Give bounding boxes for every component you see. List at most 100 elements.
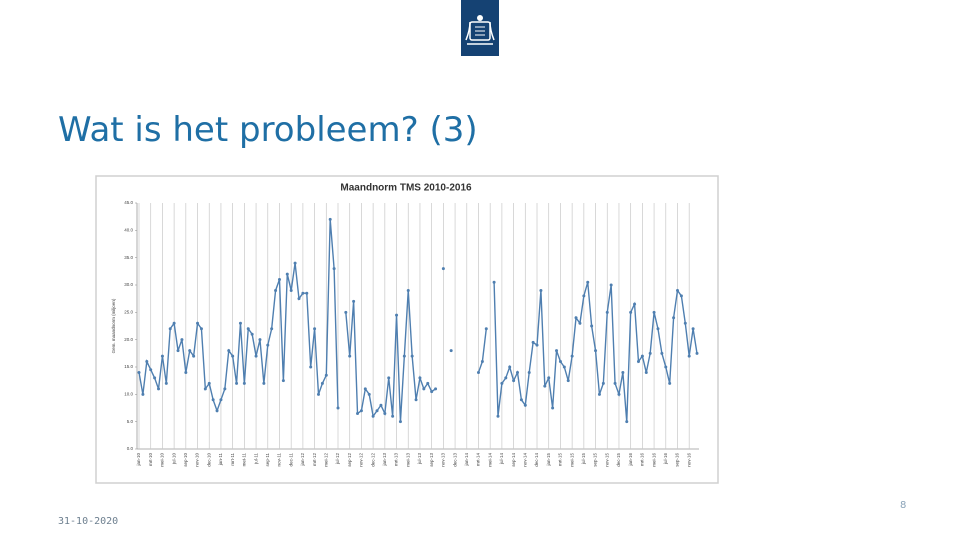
data-point <box>188 349 192 353</box>
x-tick-label: sep-12 <box>347 453 352 467</box>
x-tick-label: jul-16 <box>663 453 668 466</box>
data-point <box>387 376 391 380</box>
data-point <box>675 288 679 292</box>
x-tick-label: mrt-11 <box>230 453 235 466</box>
x-tick-label: jan-12 <box>300 453 305 467</box>
x-tick-label: sep-10 <box>183 453 188 467</box>
data-point <box>617 392 621 396</box>
data-point <box>523 403 527 407</box>
data-point <box>395 313 399 317</box>
data-point <box>687 354 691 358</box>
data-point <box>633 302 637 306</box>
data-point <box>664 365 668 369</box>
y-tick-label: 10.0 <box>124 392 133 397</box>
logo <box>461 0 499 60</box>
data-point <box>305 291 309 295</box>
data-point <box>231 354 235 358</box>
data-point <box>504 376 508 380</box>
data-point <box>359 409 363 413</box>
y-tick-label: 35.0 <box>124 255 133 260</box>
data-point <box>145 360 149 364</box>
data-point <box>223 387 227 391</box>
data-point <box>250 332 254 336</box>
data-point <box>644 370 648 374</box>
y-tick-label: 15.0 <box>124 364 133 369</box>
data-point <box>430 390 434 394</box>
x-tick-label: jul-11 <box>253 453 258 465</box>
x-tick-label: jul-12 <box>335 453 340 466</box>
y-tick-label: 30.0 <box>124 282 133 287</box>
x-tick-label: nov-15 <box>604 453 609 467</box>
data-point <box>332 267 336 271</box>
logo-mark <box>461 0 499 56</box>
data-point <box>301 291 305 295</box>
x-tick-label: mei-15 <box>569 453 574 467</box>
data-point <box>398 420 402 424</box>
data-point <box>508 365 512 369</box>
y-tick-label: 25.0 <box>124 310 133 315</box>
data-point <box>422 387 426 391</box>
data-point <box>141 392 145 396</box>
data-point <box>543 384 547 388</box>
data-point <box>656 327 660 331</box>
data-point <box>590 324 594 328</box>
x-tick-label: sep-15 <box>593 453 598 467</box>
data-point <box>441 267 445 271</box>
data-point <box>476 370 480 374</box>
data-point <box>679 294 683 298</box>
data-point <box>539 288 543 292</box>
x-tick-label: nov-10 <box>195 453 200 467</box>
chart-title: Maandnorm TMS 2010-2016 <box>340 183 472 194</box>
x-tick-label: sep-16 <box>675 453 680 467</box>
data-point <box>344 310 348 314</box>
data-point <box>402 354 406 358</box>
x-tick-label: jul-10 <box>171 453 176 466</box>
data-point <box>578 321 582 325</box>
x-tick-label: nov-13 <box>441 453 446 467</box>
data-point <box>371 414 375 418</box>
data-point <box>336 406 340 410</box>
data-point <box>176 349 180 353</box>
x-tick-label: jan-14 <box>464 453 469 467</box>
data-point <box>199 327 203 331</box>
data-point <box>652 310 656 314</box>
data-point <box>324 373 328 377</box>
slide-title: Wat is het probleem? (3) <box>58 110 478 150</box>
x-tick-label: nov-11 <box>277 453 282 467</box>
data-point <box>582 294 586 298</box>
data-point <box>254 354 258 358</box>
data-point <box>235 381 239 385</box>
x-tick-label: mrt-15 <box>558 453 563 466</box>
data-point <box>586 280 590 284</box>
data-point <box>516 370 520 374</box>
data-point <box>266 343 270 347</box>
data-point <box>691 327 695 331</box>
data-point <box>137 370 141 374</box>
x-tick-label: jul-14 <box>499 453 504 466</box>
data-point <box>418 376 422 380</box>
data-point <box>309 365 313 369</box>
data-point <box>184 370 188 374</box>
data-point <box>668 381 672 385</box>
data-point <box>281 379 285 383</box>
data-point <box>215 409 219 413</box>
data-point <box>375 409 379 413</box>
x-tick-label: dec-14 <box>534 453 539 467</box>
data-point <box>492 280 496 284</box>
data-point <box>535 343 539 347</box>
data-point <box>605 310 609 314</box>
data-point <box>367 392 371 396</box>
x-tick-label: sep-14 <box>511 453 516 467</box>
data-point <box>570 354 574 358</box>
data-point <box>551 406 555 410</box>
data-point <box>363 387 367 391</box>
y-tick-label: 40.0 <box>124 228 133 233</box>
data-point <box>297 297 301 301</box>
x-tick-label: mei-14 <box>487 453 492 467</box>
x-tick-label: jan-11 <box>218 453 223 467</box>
data-point <box>270 327 274 331</box>
data-point <box>172 321 176 325</box>
data-point <box>238 321 242 325</box>
data-point <box>258 338 262 342</box>
